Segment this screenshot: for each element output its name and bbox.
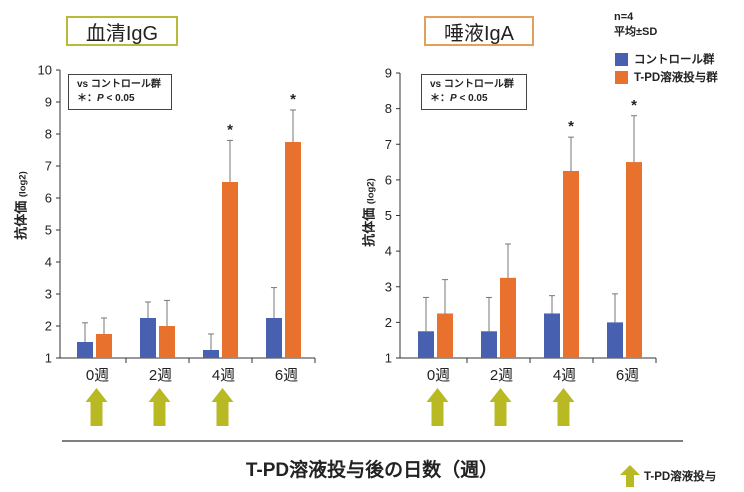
bar-control [77, 342, 93, 358]
y-tick-label: 10 [38, 63, 52, 78]
bar-control [418, 331, 434, 358]
y-tick-label: 8 [45, 127, 52, 142]
bar-control [544, 313, 560, 358]
y-tick-label: 2 [45, 319, 52, 334]
stat-note-line1: vs コントロール群 [430, 79, 514, 90]
x-category-label: 2週 [149, 367, 172, 384]
significance-star: * [631, 97, 637, 114]
legend-label-treated: T-PD溶液投与群 [634, 72, 718, 84]
significance-star: * [227, 121, 233, 138]
stat-note-line2: ＊：P < 0.05 [77, 93, 135, 104]
chart-title-iga: 唾液IgA [424, 16, 534, 46]
y-tick-label: 5 [45, 223, 52, 238]
dosing-arrow-icon [211, 388, 234, 426]
n-text: n=4 [614, 11, 634, 23]
dosing-arrow-icon [489, 388, 512, 426]
bar-treated [285, 142, 301, 358]
y-tick-label: 1 [45, 351, 52, 366]
legend-swatch-treated [615, 70, 628, 84]
bar-treated [222, 182, 238, 358]
x-category-label: 4週 [553, 367, 576, 384]
x-category-label: 6週 [616, 367, 639, 384]
x-category-label: 2週 [490, 367, 513, 384]
y-tick-label: 7 [45, 159, 52, 174]
x-category-label: 0週 [86, 367, 109, 384]
bar-treated [437, 313, 453, 358]
y-tick-label: 6 [45, 191, 52, 206]
stat-note-line1: vs コントロール群 [77, 79, 161, 90]
y-tick-label: 2 [385, 315, 392, 330]
x-axis-title: T-PD溶液投与後の日数（週） [245, 460, 499, 481]
stat-note-line2: ＊：P < 0.05 [430, 93, 488, 104]
legend-item-control: コントロール群 [615, 50, 718, 68]
y-tick-label: 4 [385, 244, 392, 259]
x-category-label: 6週 [275, 367, 298, 384]
bar-treated [96, 334, 112, 358]
chart-title-igg: 血清IgG [66, 16, 178, 46]
dosing-arrow-icon [552, 388, 575, 426]
bar-control [481, 331, 497, 358]
y-tick-label: 6 [385, 172, 392, 187]
dosing-arrow-icon [148, 388, 171, 426]
dosing-arrow-icon [620, 465, 640, 487]
bar-treated [159, 326, 175, 358]
legend-swatch-control [615, 52, 628, 66]
stat-note-igg: vs コントロール群 ＊：P < 0.05 [68, 74, 172, 110]
bar-treated [500, 277, 516, 358]
y-tick-label: 1 [385, 351, 392, 366]
y-tick-label: 3 [45, 287, 52, 302]
legend-label-control: コントロール群 [634, 54, 715, 66]
significance-star: * [290, 91, 296, 108]
y-tick-label: 8 [385, 101, 392, 116]
y-tick-label: 4 [45, 255, 52, 270]
x-category-label: 4週 [212, 367, 235, 384]
dosing-arrow-icon [85, 388, 108, 426]
y-tick-label: 5 [385, 208, 392, 223]
bar-control [203, 350, 219, 358]
y-tick-label: 7 [385, 137, 392, 152]
bar-control [266, 318, 282, 358]
dosing-arrow-icon [426, 388, 449, 426]
legend: コントロール群 T-PD溶液投与群 [615, 50, 718, 86]
arrow-legend-label: T-PD溶液投与 [644, 471, 717, 483]
bar-control [140, 318, 156, 358]
bar-control [607, 322, 623, 358]
y-tick-label: 9 [385, 66, 392, 81]
y-tick-label: 9 [45, 95, 52, 110]
y-axis-label-igg: 抗体価 (log2) [13, 171, 29, 240]
legend-item-treated: T-PD溶液投与群 [615, 68, 718, 86]
x-category-label: 0週 [427, 367, 450, 384]
y-axis-label-iga: 抗体価 (log2) [361, 178, 377, 247]
arrow-legend: T-PD溶液投与 [620, 465, 716, 487]
bar-treated [563, 170, 579, 358]
sample-size-note: n=4 平均±SD [614, 10, 657, 40]
stat-note-iga: vs コントロール群 ＊：P < 0.05 [421, 74, 527, 110]
y-tick-label: 3 [385, 279, 392, 294]
significance-star: * [568, 118, 574, 135]
mean-sd-text: 平均±SD [614, 26, 658, 38]
bar-treated [626, 162, 642, 358]
